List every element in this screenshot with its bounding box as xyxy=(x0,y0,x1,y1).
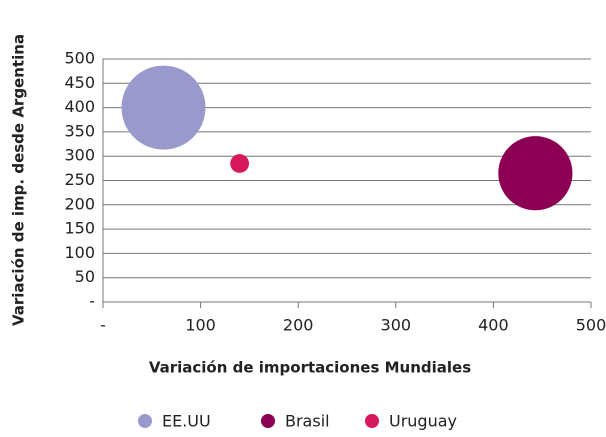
legend-label: Uruguay xyxy=(389,412,457,431)
y-tick-label: 200 xyxy=(64,194,95,213)
x-tick-label: 100 xyxy=(185,316,216,335)
y-tick-label: 300 xyxy=(64,146,95,165)
x-tick-label: 200 xyxy=(283,316,314,335)
legend-swatch xyxy=(365,414,379,428)
x-tick-label: 400 xyxy=(478,316,509,335)
y-tick-label: 150 xyxy=(64,219,95,238)
bubble xyxy=(498,136,573,211)
y-tick-label: 500 xyxy=(64,49,95,68)
legend-swatch xyxy=(138,414,152,428)
legend-swatch xyxy=(261,414,275,428)
legend-label: Brasil xyxy=(285,412,330,431)
bubble xyxy=(121,65,206,150)
x-axis-title: Variación de importaciones Mundiales xyxy=(149,359,471,377)
y-axis-title: Variación de imp. desde Argentina xyxy=(10,34,28,326)
x-tick-label: - xyxy=(100,316,106,335)
y-tick-label: 400 xyxy=(64,97,95,116)
legend-label: EE.UU xyxy=(162,412,211,431)
y-tick-label: - xyxy=(89,292,95,311)
bubble xyxy=(230,154,250,173)
y-tick-label: 450 xyxy=(64,73,95,92)
y-tick-label: 350 xyxy=(64,121,95,140)
x-tick-label: 500 xyxy=(576,316,606,335)
y-tick-label: 50 xyxy=(75,267,95,286)
x-tick-label: 300 xyxy=(381,316,412,335)
y-tick-label: 100 xyxy=(64,243,95,262)
y-tick-label: 250 xyxy=(64,170,95,189)
